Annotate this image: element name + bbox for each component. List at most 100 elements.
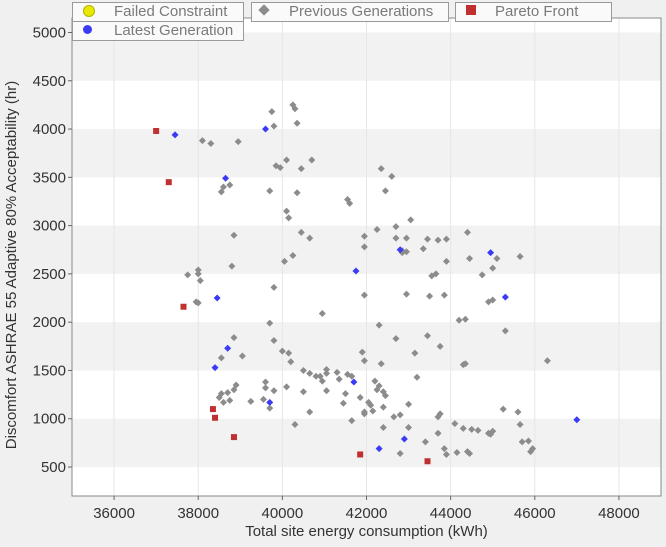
legend-box-pareto-front xyxy=(455,2,612,22)
previous-generation-point xyxy=(299,388,307,396)
legend-box-previous-generations xyxy=(251,2,449,22)
previous-generation-point xyxy=(421,438,429,446)
previous-generation-point xyxy=(489,264,497,272)
previous-generation-point xyxy=(440,445,448,453)
previous-generation-point xyxy=(392,223,400,231)
previous-generation-point xyxy=(228,262,236,270)
previous-generation-point xyxy=(440,291,448,299)
previous-generation-point xyxy=(217,354,225,362)
previous-generation-point xyxy=(451,420,459,428)
previous-generation-point xyxy=(360,243,368,251)
y-tick-label: 3000 xyxy=(33,218,66,235)
y-axis-title: Discomfort ASHRAE 55 Adaptive 80% Accept… xyxy=(3,81,20,450)
previous-generation-point xyxy=(367,401,375,409)
previous-generation-point xyxy=(442,257,450,265)
latest-generation-point xyxy=(211,364,219,372)
y-tick-label: 2000 xyxy=(33,314,66,331)
latest-generation-point xyxy=(213,294,221,302)
previous-generation-point xyxy=(291,421,299,429)
y-tick-label: 4000 xyxy=(33,121,66,138)
previous-generation-point xyxy=(360,232,368,240)
previous-generation-point xyxy=(270,122,278,130)
latest-generation-point xyxy=(171,131,179,139)
previous-generation-point xyxy=(516,253,524,261)
previous-generation-point xyxy=(388,172,396,180)
previous-generation-point xyxy=(432,270,440,278)
previous-generation-point xyxy=(224,389,232,397)
previous-generation-point xyxy=(466,450,474,458)
previous-generation-point xyxy=(474,426,482,434)
previous-generation-point xyxy=(226,181,234,189)
previous-generation-point xyxy=(426,292,434,300)
previous-generation-point xyxy=(293,189,301,197)
legend-box-latest-generation xyxy=(72,21,244,41)
previous-generation-point xyxy=(283,383,291,391)
previous-generation-point xyxy=(369,407,377,415)
previous-generation-point xyxy=(405,423,413,431)
previous-generation-point xyxy=(287,358,295,366)
previous-generation-point xyxy=(259,395,267,403)
previous-generation-point xyxy=(392,234,400,242)
previous-generation-point xyxy=(424,235,432,243)
previous-generation-point xyxy=(360,357,368,365)
x-axis-title: Total site energy consumption (kWh) xyxy=(245,523,488,540)
previous-generation-point xyxy=(514,408,522,416)
previous-generation-point xyxy=(333,368,341,376)
previous-generation-point xyxy=(455,316,463,324)
previous-generation-point xyxy=(402,248,410,256)
previous-generation-point xyxy=(270,337,278,345)
previous-generation-point xyxy=(278,347,286,355)
latest-generation-point xyxy=(396,246,404,254)
previous-generation-point xyxy=(501,327,509,335)
pareto-front-point xyxy=(230,434,237,441)
x-tick-label: 48000 xyxy=(598,505,640,522)
previous-generation-point xyxy=(318,377,326,385)
previous-generation-point xyxy=(323,369,331,377)
pareto-front-point xyxy=(165,179,172,186)
previous-generation-point xyxy=(291,105,299,113)
previous-generation-point xyxy=(390,413,398,421)
previous-generation-point xyxy=(341,390,349,398)
previous-generation-point xyxy=(232,381,240,389)
previous-generation-point xyxy=(518,438,526,446)
previous-generation-point xyxy=(194,266,202,274)
previous-generation-point xyxy=(217,390,225,398)
previous-generation-point xyxy=(424,332,432,340)
x-tick-label: 42000 xyxy=(346,505,388,522)
previous-generation-point xyxy=(375,382,383,390)
previous-generation-point xyxy=(411,349,419,357)
previous-generation-point xyxy=(184,271,192,279)
previous-generation-point xyxy=(459,361,467,369)
previous-generation-point xyxy=(453,449,461,457)
previous-generation-point xyxy=(308,156,316,164)
previous-generation-point xyxy=(234,138,242,146)
pareto-front-point xyxy=(209,406,216,413)
legend-failed-constraint: Failed Constraint xyxy=(114,3,228,20)
previous-generation-point xyxy=(377,360,385,368)
legend-pareto-front: Pareto Front xyxy=(495,3,579,20)
previous-generation-point xyxy=(459,424,467,432)
previous-generation-point xyxy=(360,291,368,299)
previous-generation-point xyxy=(266,404,274,412)
previous-generation-point xyxy=(226,396,234,404)
previous-generation-point xyxy=(285,214,293,222)
previous-generation-point xyxy=(335,375,343,383)
previous-generation-point xyxy=(238,352,246,360)
previous-generation-point xyxy=(230,231,238,239)
previous-generation-point xyxy=(543,357,551,365)
previous-generation-point xyxy=(516,421,524,429)
previous-generation-point xyxy=(348,372,356,380)
x-tick-label: 38000 xyxy=(177,505,219,522)
previous-generation-point xyxy=(270,283,278,291)
previous-generation-point xyxy=(468,425,476,433)
previous-generation-point xyxy=(247,397,255,405)
previous-generation-point xyxy=(413,373,421,381)
y-tick-label: 5000 xyxy=(33,24,66,41)
latest-generation-marker xyxy=(83,25,92,34)
y-tick-label: 3500 xyxy=(33,169,66,186)
x-tick-label: 36000 xyxy=(93,505,135,522)
previous-generation-point xyxy=(527,448,535,456)
pareto-front-marker xyxy=(466,5,476,15)
previous-generation-point xyxy=(306,234,314,242)
